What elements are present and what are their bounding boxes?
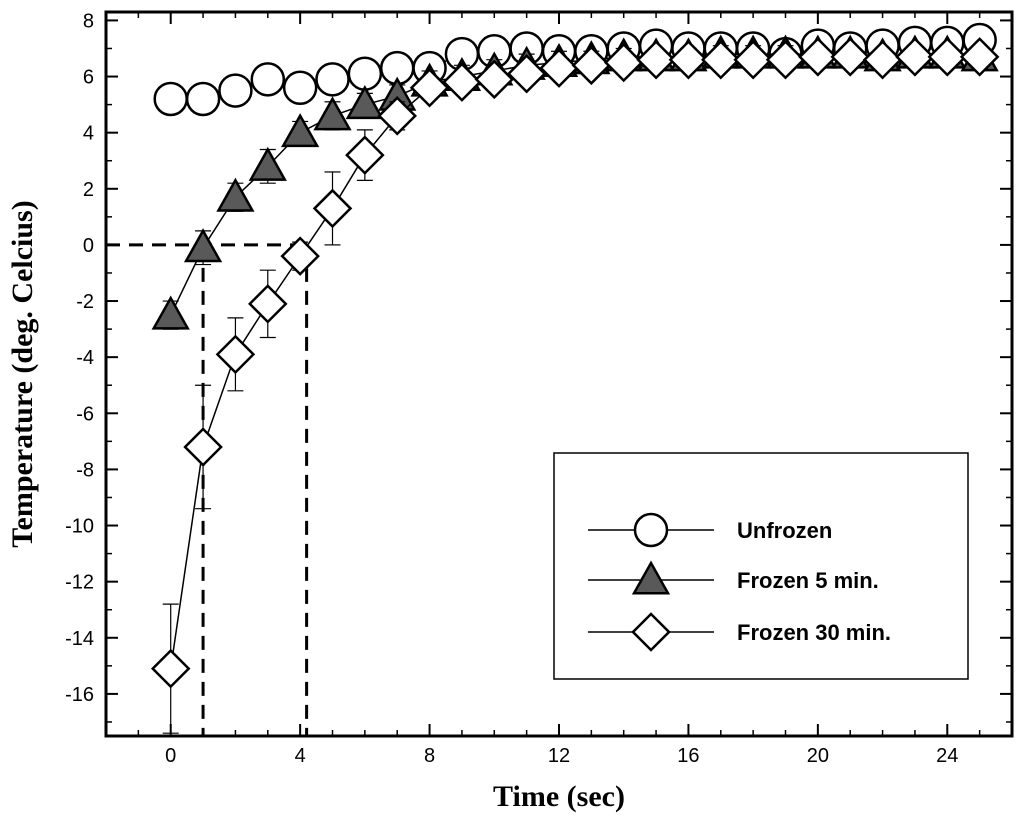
data-point [185,81,221,117]
data-point [150,648,191,689]
data-point [153,81,188,117]
x-tick-label: 24 [936,745,958,767]
data-point [280,236,320,276]
x-axis: 0 4 8 12 16 20 24 [105,12,1013,767]
legend-marker [631,560,671,595]
legend-label: Frozen 30 min. [737,620,891,645]
data-point [216,177,255,212]
y-tick-label: -16 [65,684,94,706]
y-tick-label: 0 [83,235,94,257]
data-point [959,37,1000,77]
y-tick-label: 6 [83,67,94,89]
data-point [474,59,515,100]
y-tick-label: 4 [83,123,94,145]
legend: Unfrozen Frozen 5 min. Frozen 30 min. [553,452,969,680]
legend-label: Frozen 5 min. [737,568,879,593]
x-tick-label: 20 [807,745,829,767]
data-point [312,188,353,229]
data-point [248,284,288,324]
data-point [248,146,287,181]
data-point [345,85,384,120]
y-tick-label: -8 [76,459,94,481]
data-point [315,62,350,97]
data-point [345,135,385,175]
data-point [927,37,968,77]
data-point [506,53,547,94]
data-point [636,39,676,80]
data-point [347,56,383,91]
x-tick-label: 16 [677,745,699,767]
x-tick-label: 0 [165,745,176,767]
data-point [218,73,253,108]
y-tick-label: -2 [76,291,94,313]
x-tick-label: 12 [548,745,570,767]
data-point [733,39,773,80]
y-axis: 8 6 4 2 0 -2 -4 -6 -8 -10 -12 -14 -16 [65,10,1012,723]
data-point [281,113,320,148]
series-2 [150,37,1000,734]
data-point [895,37,935,77]
data-point [701,39,741,80]
y-tick-label: -10 [65,516,94,538]
legend-box [553,452,969,680]
data-point [250,62,286,97]
x-tick-label: 4 [295,745,306,767]
legend-label: Unfrozen [737,518,832,543]
data-point [603,42,644,83]
x-axis-title: Time (sec) [493,780,625,813]
data-point [830,37,870,77]
data-point [377,96,417,136]
y-axis-title: Temperature (deg. Celcius) [6,200,39,547]
data-point [409,67,450,108]
y-tick-label: 2 [83,179,94,201]
x-tick-label: 8 [424,745,435,767]
data-point [798,37,838,77]
data-point [571,45,612,86]
data-point [282,70,318,106]
y-tick-label: 8 [83,10,94,32]
series-layer [150,22,1000,734]
data-point [183,427,223,467]
reference-lines [106,243,309,736]
y-tick-label: -6 [76,403,94,425]
y-tick-label: -14 [65,628,94,650]
data-point [668,39,709,80]
legend-marker [631,612,671,652]
legend-marker [633,512,669,548]
y-tick-label: -4 [76,347,94,369]
data-point [313,96,352,131]
data-point [151,295,190,330]
data-point [539,48,579,88]
y-tick-label: -12 [65,572,94,594]
data-point [442,62,482,102]
data-point [765,39,806,80]
data-point [183,228,223,263]
data-point [862,39,903,80]
data-point [215,334,256,375]
